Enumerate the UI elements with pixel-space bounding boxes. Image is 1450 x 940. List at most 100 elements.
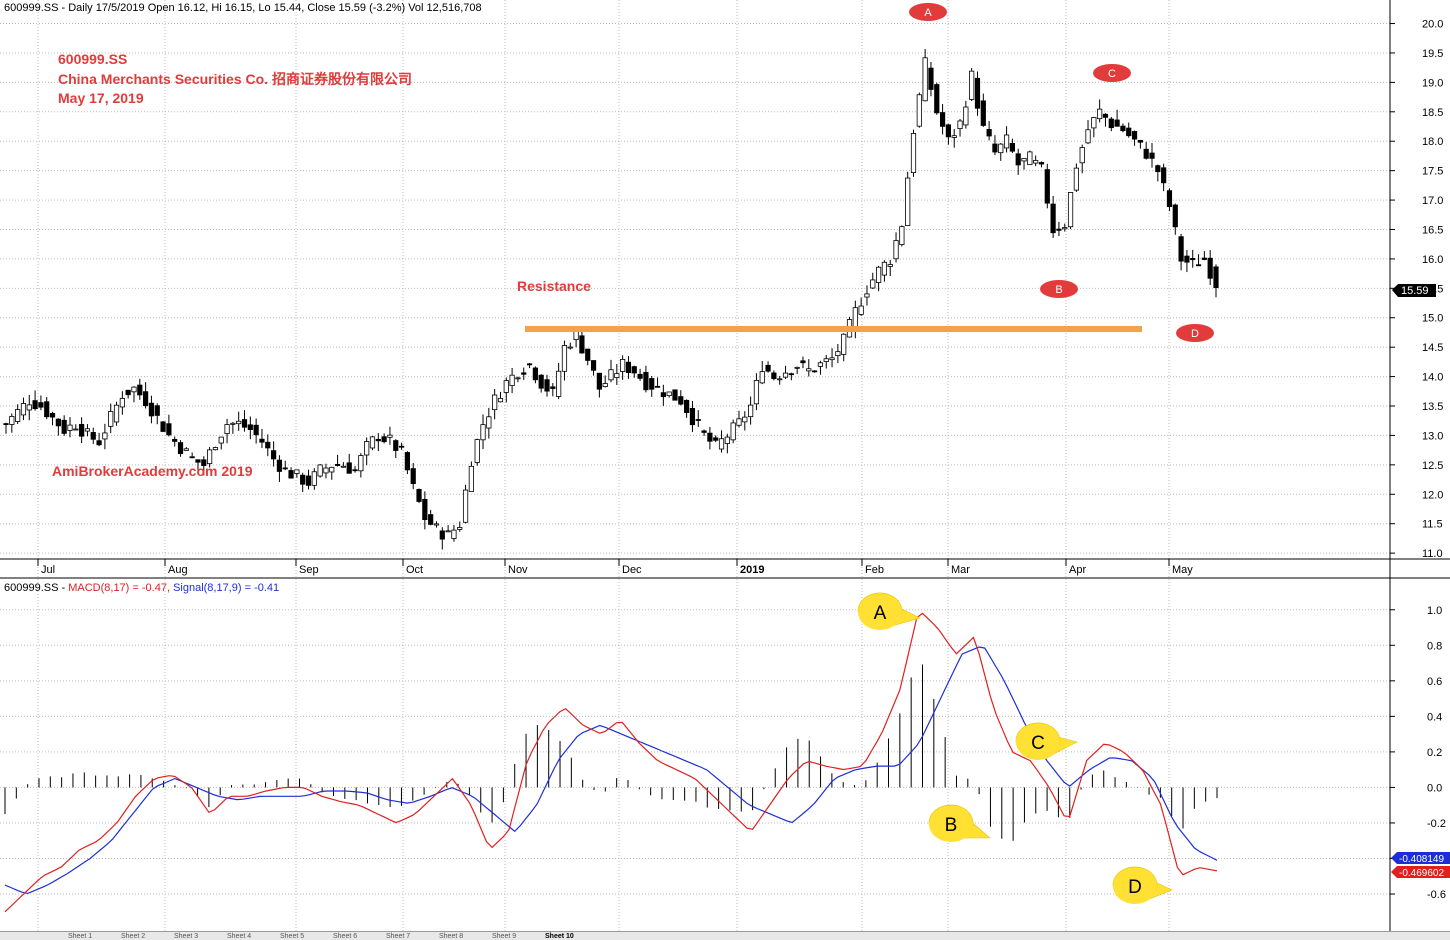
price-tick-label: 13.0	[1422, 430, 1443, 442]
candle-body	[771, 372, 777, 380]
candle-body	[1079, 147, 1085, 164]
svg-text:A: A	[924, 7, 932, 19]
candle-body	[1015, 153, 1021, 166]
sheet-tab[interactable]: Sheet 1	[68, 933, 93, 940]
candle-body	[521, 372, 527, 375]
candle-body	[492, 394, 498, 411]
price-panel[interactable]	[0, 0, 1390, 559]
candle-body	[718, 438, 725, 450]
candle-body	[713, 437, 719, 441]
candle-body	[433, 523, 440, 526]
candle-body	[230, 422, 236, 425]
candle-body	[1003, 134, 1010, 149]
candle-body	[939, 112, 946, 127]
candle-body	[608, 369, 614, 381]
candle-body	[241, 419, 248, 428]
candle-body	[730, 422, 736, 441]
candle-body	[474, 439, 480, 463]
candle-body	[753, 380, 760, 405]
candle-body	[317, 464, 323, 477]
candle-body	[381, 436, 387, 443]
candle-body	[270, 450, 277, 460]
macd-lines	[4, 612, 1218, 913]
sheet-tab[interactable]: Sheet 3	[174, 933, 199, 940]
candle-body	[870, 279, 876, 289]
candle-body	[497, 397, 504, 403]
candle-body	[666, 391, 672, 397]
price-tick-label: 17.0	[1422, 195, 1443, 207]
candle-body	[131, 386, 137, 393]
candle-body	[1102, 113, 1109, 118]
candle-body	[707, 432, 713, 442]
candle-body	[90, 432, 96, 440]
svg-text:A: A	[874, 603, 887, 624]
candle-body	[282, 467, 288, 470]
sheet-tab-strip[interactable]: Sheet 1 Sheet 2 Sheet 3 Sheet 4 Sheet 5 Sheet…	[0, 931, 1450, 940]
candle-body	[125, 389, 131, 396]
candle-body	[1038, 162, 1045, 165]
candle-body	[945, 124, 952, 138]
candle-body	[893, 240, 899, 260]
sheet-tab[interactable]: Sheet 10	[545, 933, 574, 940]
candle-body	[986, 129, 992, 137]
candle-body	[375, 438, 381, 442]
candle-body	[596, 372, 602, 390]
time-tick-label: Dec	[622, 564, 642, 576]
candle-body	[1143, 148, 1149, 159]
candle-body	[963, 106, 969, 126]
candle-body	[148, 402, 155, 417]
candle-body	[602, 383, 608, 387]
candle-body	[294, 469, 300, 474]
candle-body	[829, 357, 835, 361]
candle-body	[1126, 127, 1132, 137]
sheet-tab[interactable]: Sheet 9	[492, 933, 517, 940]
candle-body	[1155, 165, 1161, 173]
macd-tick-label: 0.2	[1427, 747, 1442, 759]
candle-body	[934, 84, 940, 114]
candle-body	[957, 120, 963, 130]
macd-line	[4, 612, 1218, 913]
svg-text:D: D	[1128, 877, 1142, 898]
candle-body	[1050, 203, 1056, 234]
candle-body	[189, 456, 195, 459]
sheet-tab[interactable]: Sheet 5	[280, 933, 305, 940]
sheet-tab[interactable]: Sheet 2	[121, 933, 146, 940]
macd-marker-a: A	[857, 592, 921, 630]
macd-marker-b: B	[928, 804, 991, 842]
candle-body	[137, 384, 143, 396]
macd-marker-c: C	[1015, 722, 1078, 760]
candle-body	[26, 404, 32, 411]
candle-body	[224, 424, 230, 434]
candle-body	[1114, 119, 1120, 127]
candle-body	[1178, 236, 1184, 262]
time-tick-label: Mar	[951, 564, 970, 576]
candle-body	[352, 469, 358, 472]
candle-body	[410, 468, 416, 484]
candle-body	[881, 261, 888, 276]
sheet-tab[interactable]: Sheet 8	[439, 933, 464, 940]
candle-body	[922, 57, 928, 102]
sheet-tab[interactable]: Sheet 4	[227, 933, 252, 940]
sheet-tab[interactable]: Sheet 7	[386, 933, 411, 940]
candle-body	[311, 471, 317, 486]
candle-body	[532, 367, 538, 381]
candle-body	[218, 436, 224, 444]
candle-body	[800, 360, 806, 364]
candle-body	[788, 373, 794, 376]
candle-body	[393, 440, 399, 451]
sheet-tab[interactable]: Sheet 6	[333, 933, 358, 940]
candle-body	[777, 378, 783, 381]
candle-body	[183, 448, 189, 451]
candle-body	[451, 529, 457, 539]
company-annotation: China Merchants Securities Co. 招商证券股份有限公…	[58, 71, 412, 87]
svg-text:15.59: 15.59	[1401, 285, 1429, 297]
candle-body	[1213, 266, 1219, 289]
candle-body	[660, 392, 666, 398]
candle-body	[1097, 108, 1103, 120]
candle-body	[119, 398, 125, 408]
candle-body	[195, 459, 201, 463]
candlesticks	[3, 49, 1219, 550]
candle-body	[614, 373, 620, 378]
macd-panel[interactable]	[0, 578, 1390, 931]
